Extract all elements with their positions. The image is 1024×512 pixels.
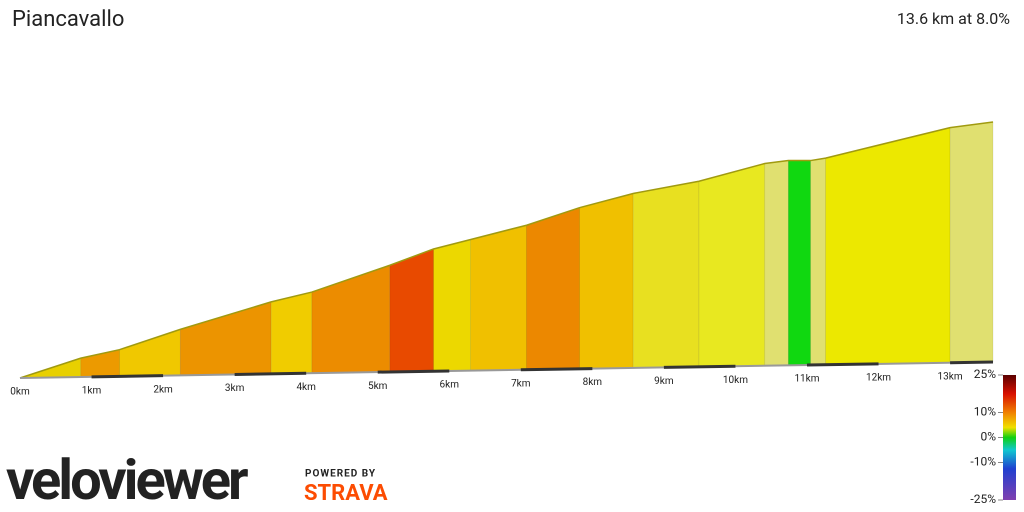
profile-line xyxy=(19,121,994,379)
partner-logo: STRAVA xyxy=(304,481,388,506)
km-marker xyxy=(950,360,994,365)
x-tick-label: 7km xyxy=(511,378,531,389)
gradient-segment xyxy=(470,224,527,371)
gradient-segment xyxy=(119,328,181,377)
chart-title: Piancavallo xyxy=(12,7,124,32)
gradient-segment xyxy=(825,127,951,366)
km-marker xyxy=(234,371,307,376)
gradient-segment xyxy=(949,121,994,364)
color-bar xyxy=(1003,375,1016,500)
x-tick-label: 4km xyxy=(296,382,316,393)
km-marker xyxy=(377,369,450,374)
km-marker xyxy=(91,374,164,379)
x-tick-label: 6km xyxy=(440,380,460,391)
gradient-segment xyxy=(389,248,434,373)
gradient-segment xyxy=(764,160,789,367)
gradient-segment xyxy=(270,291,313,375)
x-tick-label: 8km xyxy=(583,377,603,388)
x-tick-label: 10km xyxy=(723,375,748,386)
x-tick-label: 3km xyxy=(225,383,245,394)
km-marker xyxy=(520,367,593,372)
chart-subtitle: 13.6 km at 8.0% xyxy=(897,9,1010,28)
km-marker xyxy=(806,362,879,367)
gradient-segment xyxy=(788,160,811,366)
x-tick-label: 5km xyxy=(368,381,388,392)
x-tick-label: 9km xyxy=(654,376,674,387)
gradient-segment xyxy=(311,264,391,374)
gradient-segment xyxy=(810,157,826,366)
gradient-segment xyxy=(179,301,272,376)
powered-by: POWERED BY xyxy=(305,469,376,480)
color-scale-label: -10% xyxy=(970,455,996,469)
gradient-segment xyxy=(579,193,634,370)
color-scale-label: 10% xyxy=(974,405,996,419)
gradient-segment xyxy=(433,239,472,372)
brand-logo: veloviewer xyxy=(6,447,248,512)
color-scale-label: -25% xyxy=(970,492,996,506)
color-scale-label: 25% xyxy=(974,367,996,381)
x-tick-label: 12km xyxy=(866,373,891,384)
x-tick-label: 2km xyxy=(153,384,173,395)
color-scale-label: 0% xyxy=(980,430,996,444)
km-marker xyxy=(663,364,736,369)
x-tick-label: 11km xyxy=(794,374,819,385)
x-tick-label: 13km xyxy=(938,371,963,382)
x-tick-label: 0km xyxy=(10,387,30,398)
gradient-segment xyxy=(526,207,580,370)
gradient-segment xyxy=(698,163,766,368)
gradient-segment xyxy=(632,180,700,369)
x-tick-label: 1km xyxy=(82,385,102,396)
